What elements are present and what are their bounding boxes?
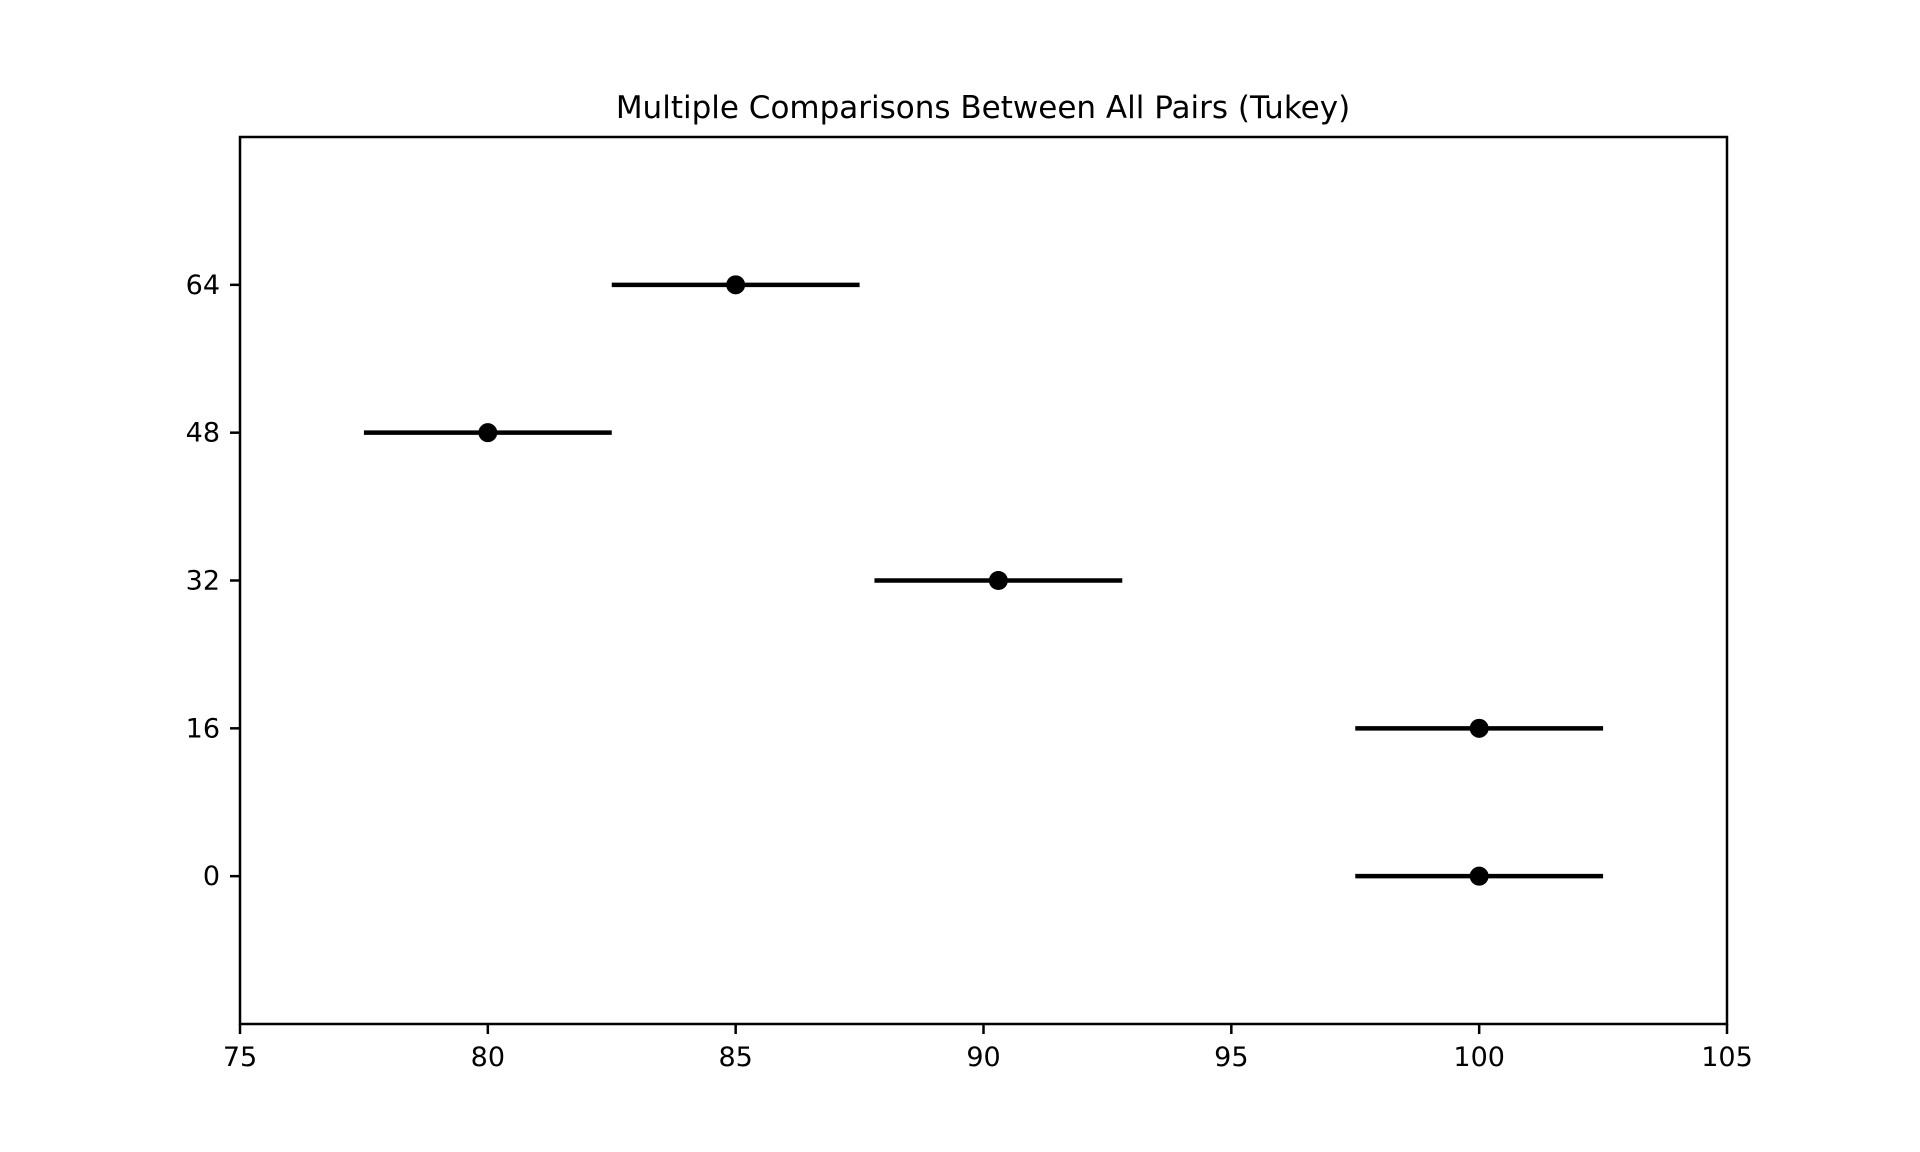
x-tick-label: 75 xyxy=(223,1042,257,1073)
x-tick-label: 100 xyxy=(1453,1042,1505,1073)
y-tick-label: 0 xyxy=(203,861,220,892)
chart-title: Multiple Comparisons Between All Pairs (… xyxy=(616,90,1350,126)
group-mean-marker xyxy=(1469,718,1489,738)
group-mean-marker xyxy=(988,571,1008,590)
group-mean-marker xyxy=(1469,866,1489,886)
group-mean-marker xyxy=(726,275,746,295)
errorbar-series xyxy=(363,275,1604,886)
x-tick-label: 105 xyxy=(1701,1042,1753,1073)
axes: 75 80 85 90 95 100 105 64 48 32 16 0 xyxy=(186,135,1753,1073)
x-tick-label: 95 xyxy=(1214,1042,1248,1073)
y-tick-label: 16 xyxy=(186,713,220,744)
y-tick-label: 48 xyxy=(186,418,220,449)
x-tick-label: 80 xyxy=(471,1042,505,1073)
group-mean-marker xyxy=(478,423,498,443)
y-tick-label: 64 xyxy=(186,270,220,301)
y-tick-label: 32 xyxy=(186,566,220,597)
x-tick-label: 90 xyxy=(966,1042,1000,1073)
x-tick-label: 85 xyxy=(718,1042,752,1073)
